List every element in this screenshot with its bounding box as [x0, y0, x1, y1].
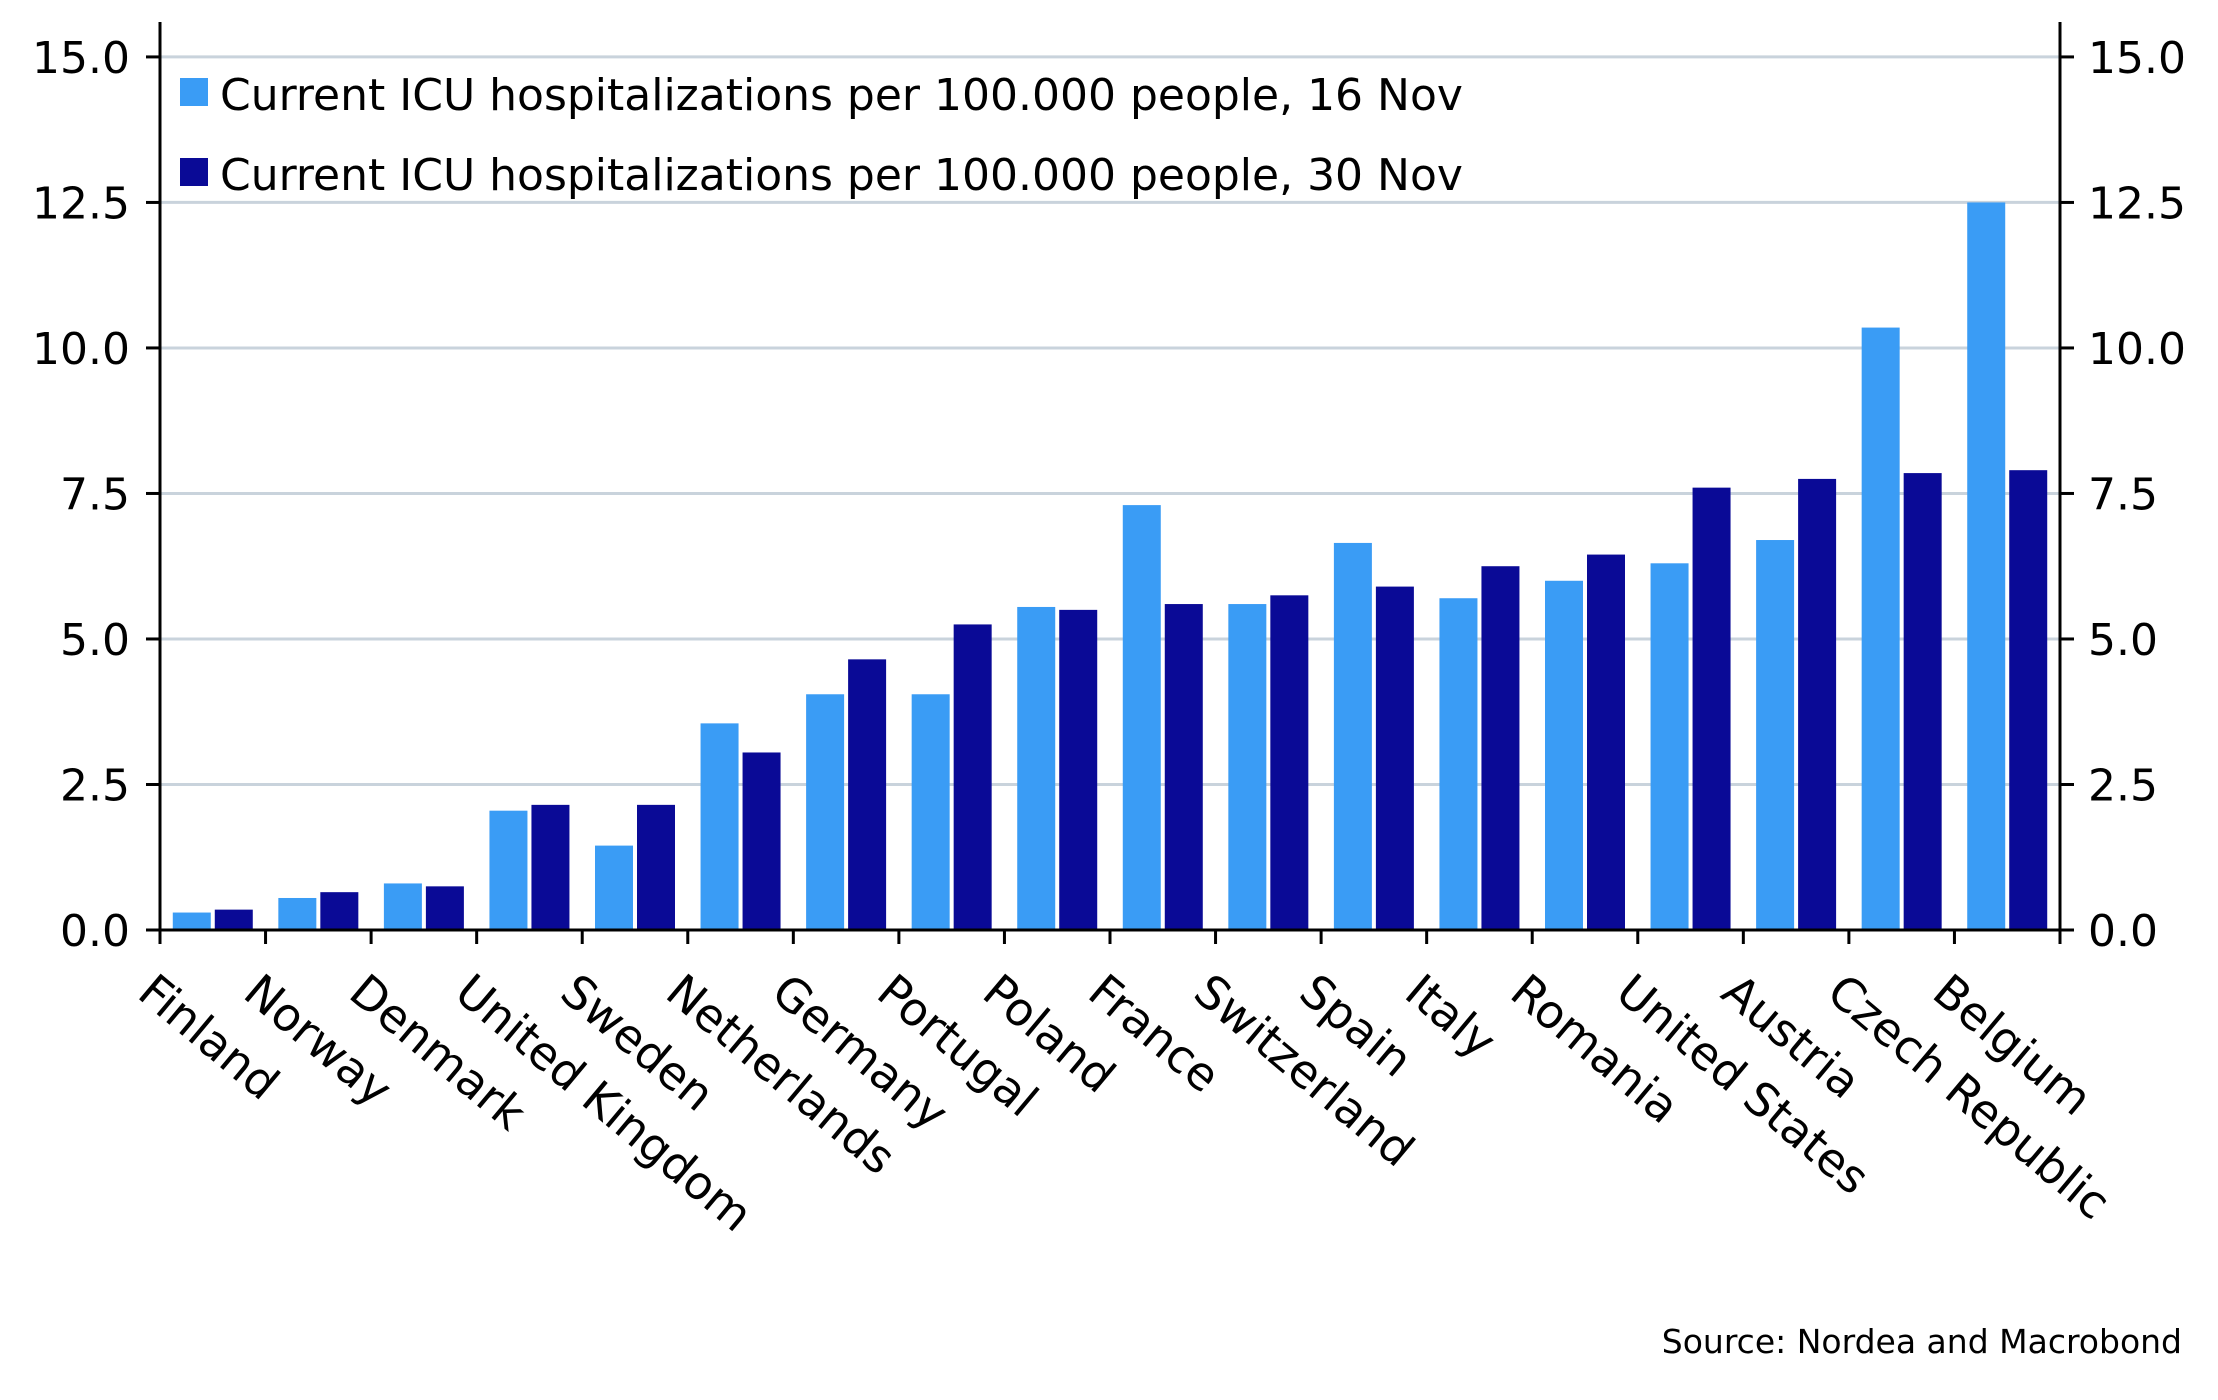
bar-30nov-denmark — [425, 886, 464, 930]
bar-16nov-united-kingdom — [489, 810, 528, 930]
bar-30nov-belgium — [2009, 470, 2048, 930]
y-tick-label-right: 0.0 — [2088, 906, 2158, 957]
grid-lines — [160, 55, 2060, 786]
bar-30nov-netherlands — [742, 752, 781, 930]
bar-30nov-poland — [1059, 609, 1098, 930]
bar-30nov-italy — [1481, 566, 1520, 930]
bar-30nov-france — [1164, 604, 1203, 930]
bar-16nov-austria — [1756, 540, 1795, 930]
bar-16nov-switzerland — [1228, 604, 1267, 930]
right-y-ticks: 0.0 2.5 5.0 7.5 10.0 12.5 15.0 — [2088, 33, 2186, 957]
bar-16nov-denmark — [383, 883, 422, 930]
bar-30nov-portugal — [953, 624, 992, 930]
bar-16nov-italy — [1439, 598, 1478, 930]
left-y-ticks: 0.0 2.5 5.0 7.5 10.0 12.5 15.0 — [32, 33, 130, 957]
bar-16nov-romania — [1545, 580, 1583, 930]
bar-30nov-norway — [320, 892, 359, 930]
bar-16nov-spain — [1333, 542, 1372, 930]
bar-16nov-poland — [1017, 606, 1056, 930]
y-tick-label-right: 5.0 — [2088, 615, 2158, 666]
y-tick-label-left: 5.0 — [60, 615, 130, 666]
bar-16nov-finland — [172, 912, 211, 930]
bar-30nov-czech-republic — [1903, 473, 1942, 930]
legend-swatch — [180, 78, 208, 106]
bar-30nov-switzerland — [1270, 595, 1309, 930]
bar-16nov-czech-republic — [1861, 327, 1900, 931]
bar-30nov-finland — [214, 909, 253, 930]
bar-30nov-united-kingdom — [531, 804, 570, 930]
legend-swatch — [180, 158, 208, 186]
legend: Current ICU hospitalizations per 100.000… — [180, 70, 1463, 201]
bar-16nov-france — [1122, 505, 1161, 930]
axes — [146, 22, 2074, 944]
bar-30nov-romania — [1587, 554, 1625, 930]
bar-16nov-belgium — [1967, 202, 2006, 930]
y-tick-label-left: 10.0 — [32, 324, 130, 375]
y-tick-label-right: 12.5 — [2088, 178, 2186, 229]
bar-16nov-united-states — [1650, 563, 1689, 930]
bar-16nov-germany — [806, 694, 845, 930]
legend-label: Current ICU hospitalizations per 100.000… — [220, 70, 1463, 121]
bars — [172, 202, 2048, 931]
y-tick-label-right: 10.0 — [2088, 324, 2186, 375]
bar-30nov-austria — [1798, 478, 1837, 930]
bar-30nov-spain — [1375, 586, 1414, 930]
bar-16nov-portugal — [911, 694, 950, 930]
bar-16nov-norway — [278, 897, 317, 930]
bar-30nov-sweden — [637, 804, 675, 930]
y-tick-label-left: 15.0 — [32, 33, 130, 84]
bar-30nov-germany — [848, 659, 887, 930]
y-tick-label-right: 7.5 — [2088, 469, 2158, 520]
bar-16nov-netherlands — [700, 723, 739, 930]
source-note: Source: Nordea and Macrobond — [1661, 1322, 2182, 1361]
bar-16nov-sweden — [595, 845, 633, 930]
y-tick-label-right: 2.5 — [2088, 760, 2158, 811]
y-tick-label-left: 2.5 — [60, 760, 130, 811]
y-tick-label-left: 0.0 — [60, 906, 130, 957]
y-tick-label-left: 12.5 — [32, 178, 130, 229]
y-tick-label-right: 15.0 — [2088, 33, 2186, 84]
bar-30nov-united-states — [1692, 487, 1731, 930]
legend-label: Current ICU hospitalizations per 100.000… — [220, 150, 1463, 201]
y-tick-label-left: 7.5 — [60, 469, 130, 520]
